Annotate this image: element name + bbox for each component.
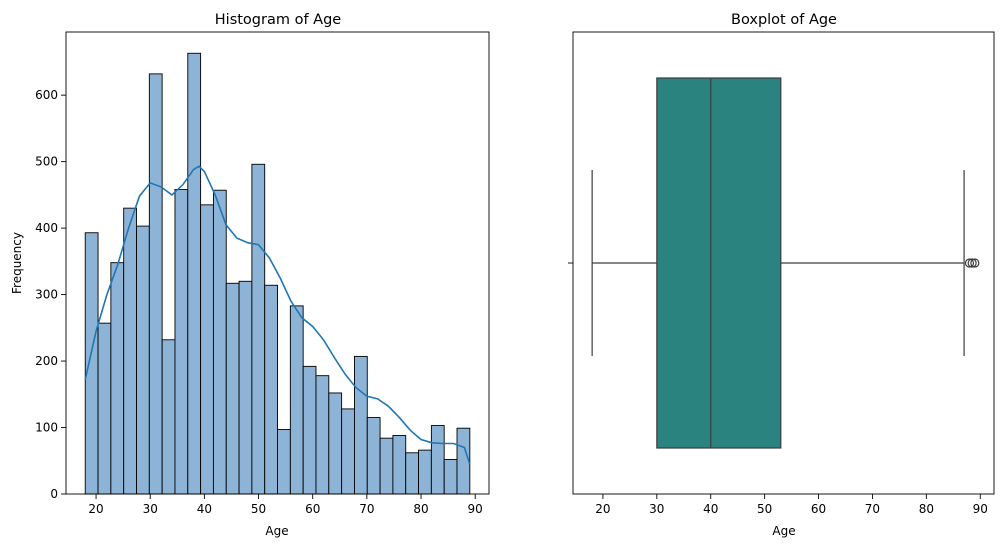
x-tick-label: 60 [305, 502, 320, 516]
histogram-bar [161, 339, 176, 495]
histogram-bar [123, 207, 137, 495]
histogram-bar [277, 429, 291, 495]
histogram-bar [392, 435, 407, 495]
histogram-bar [456, 427, 471, 495]
y-tick-label: 400 [35, 221, 58, 235]
outlier-point [964, 258, 975, 268]
histogram-bar [289, 305, 304, 495]
x-tick-label: 20 [88, 502, 103, 516]
histogram-bar [443, 458, 458, 495]
histogram-bar [97, 322, 112, 495]
x-tick-label: 30 [143, 502, 158, 516]
y-tick-label: 300 [35, 288, 58, 302]
histogram-bars [84, 52, 471, 495]
histogram-bar [353, 355, 368, 495]
histogram-bar [405, 452, 419, 495]
kde-curve [84, 165, 471, 465]
histogram-bar [148, 73, 163, 495]
histogram-bar [315, 375, 330, 495]
x-tick-label: 60 [811, 502, 826, 516]
histogram-bar [187, 52, 202, 495]
histogram-bar [212, 189, 227, 495]
histogram-bar [430, 425, 445, 495]
histogram-bar [366, 417, 381, 495]
x-tick-label: 50 [757, 502, 772, 516]
x-tick-label: 40 [197, 502, 212, 516]
boxplot-title: Boxplot of Age [731, 12, 837, 28]
x-tick-label: 80 [413, 502, 428, 516]
histogram-bar [84, 232, 99, 495]
histogram-title: Histogram of Age [215, 12, 342, 28]
x-tick-label: 70 [865, 502, 880, 516]
histogram-y-axis-label: Frequency [10, 232, 24, 294]
outlier-point [970, 258, 980, 268]
y-tick-label: 500 [35, 155, 58, 169]
histogram-bar [328, 392, 343, 495]
y-tick-label: 0 [50, 487, 58, 501]
boxplot-x-axis-label: Age [772, 524, 795, 538]
histogram-bar [174, 189, 189, 495]
x-tick-label: 90 [468, 502, 483, 516]
y-tick-label: 600 [35, 88, 58, 102]
histogram-bar [302, 365, 317, 495]
x-tick-label: 20 [595, 502, 610, 516]
histogram-panel: Histogram of Age 20 30 40 50 60 70 80 90 0 100 20… [10, 12, 490, 538]
x-tick-label: 70 [359, 502, 374, 516]
x-tick-label: 30 [649, 502, 664, 516]
x-tick-label: 40 [703, 502, 718, 516]
histogram-bar [136, 225, 150, 495]
y-tick-label: 200 [35, 354, 58, 368]
histogram-bar [379, 437, 394, 495]
histogram-bar [225, 282, 240, 495]
histogram-axes-frame [65, 31, 490, 495]
histogram-x-axis-label: Age [265, 524, 288, 538]
histogram-bar [264, 284, 278, 495]
x-tick-label: 50 [251, 502, 266, 516]
histogram-x-ticks: 20 30 40 50 60 70 80 90 [88, 494, 483, 516]
x-tick-label: 90 [973, 502, 988, 516]
outlier-point [967, 258, 977, 268]
histogram-y-ticks: 0 100 200 300 400 500 600 [35, 88, 66, 501]
iqr-box [656, 77, 782, 449]
boxplot-body [591, 77, 980, 449]
histogram-bar [418, 449, 432, 495]
histogram-bar [251, 163, 266, 495]
boxplot-x-ticks: 20 30 40 50 60 70 80 90 [595, 494, 988, 516]
histogram-bar [238, 280, 253, 495]
x-tick-label: 80 [919, 502, 934, 516]
y-tick-label: 100 [35, 421, 58, 435]
boxplot-panel: Boxplot of Age 20 30 40 50 60 70 80 90 Age [568, 12, 995, 538]
histogram-bar [341, 408, 355, 495]
histogram-bar [200, 204, 214, 495]
histogram-bar [110, 262, 125, 495]
